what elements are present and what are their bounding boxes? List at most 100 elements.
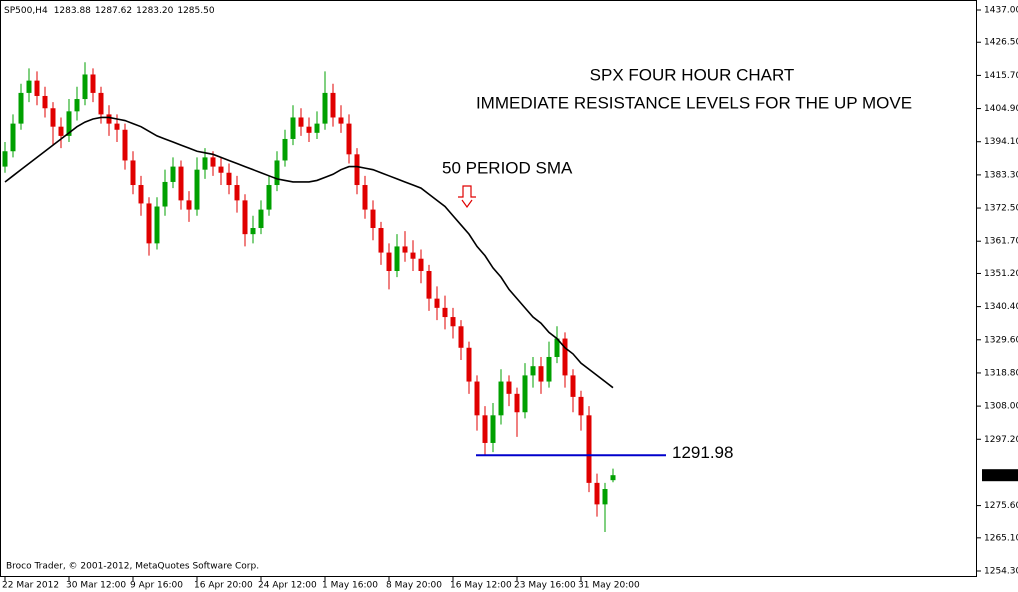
x-tick-label: 16 Apr 20:00	[194, 581, 253, 591]
candle-body	[178, 166, 184, 201]
x-tick-label: 31 May 20:00	[578, 581, 640, 591]
candle-body	[266, 185, 272, 210]
x-tick-label: 30 Mar 12:00	[66, 581, 126, 591]
x-tick-label: 1 May 16:00	[322, 581, 378, 591]
y-tick-label: 1318.80	[984, 368, 1018, 378]
candle-body	[322, 92, 328, 124]
last-price-label: 1285.50	[984, 471, 1018, 481]
candle-body	[450, 317, 456, 327]
candle-body	[442, 307, 448, 318]
sma-annotation: 50 PERIOD SMA	[442, 158, 573, 177]
candle-body	[330, 92, 336, 118]
candle-body	[122, 129, 128, 161]
candle-body	[410, 252, 416, 259]
candle-body	[538, 366, 544, 382]
candle-body	[162, 181, 168, 207]
candle-body	[362, 185, 368, 210]
candle-body	[346, 123, 352, 155]
candle-body	[426, 271, 432, 299]
candle-body	[482, 415, 488, 443]
x-tick-label: 8 May 20:00	[386, 581, 442, 591]
x-tick-label: 16 May 12:00	[450, 581, 512, 591]
candle-body	[74, 99, 80, 112]
candle-body	[434, 298, 440, 308]
candle-body	[194, 169, 200, 210]
candle-body	[250, 228, 256, 235]
candle-body	[594, 482, 600, 505]
candle-body	[554, 338, 560, 357]
candle-body	[610, 475, 616, 481]
candle-body	[354, 154, 360, 186]
header-open: 1283.88	[54, 6, 91, 16]
y-tick-label: 1308.00	[984, 402, 1018, 412]
candle-body	[306, 126, 312, 133]
y-tick-label: 1415.70	[984, 71, 1018, 81]
candle-body	[258, 209, 264, 229]
candle-body	[34, 80, 40, 96]
candle-body	[490, 415, 496, 443]
candle-body	[578, 396, 584, 416]
candle-body	[226, 172, 232, 186]
candle-body	[26, 80, 32, 93]
candle-body	[498, 381, 504, 416]
candle-body	[282, 138, 288, 161]
y-tick-label: 1297.20	[984, 435, 1018, 445]
candle-body	[130, 160, 136, 186]
candle-body	[546, 356, 552, 382]
candle-body	[298, 117, 304, 127]
footer: Broco Trader, © 2001-2012, MetaQuotes So…	[6, 562, 259, 572]
candle-body	[338, 117, 344, 124]
candle-body	[106, 114, 112, 124]
y-tick-label: 1340.40	[984, 302, 1018, 312]
candle-body	[50, 108, 56, 127]
candle-body	[522, 375, 528, 413]
candle-body	[506, 381, 512, 394]
candle-body	[290, 117, 296, 139]
y-tick-label: 1426.50	[984, 38, 1018, 48]
chart-subtitle: IMMEDIATE RESISTANCE LEVELS FOR THE UP M…	[476, 93, 912, 112]
candle-body	[18, 92, 24, 124]
candle-body	[218, 166, 224, 173]
y-tick-label: 1383.30	[984, 170, 1018, 180]
candle-body	[146, 203, 152, 244]
candle-body	[386, 252, 392, 272]
chart-title: SPX FOUR HOUR CHART	[590, 65, 795, 84]
header-close: 1285.50	[177, 6, 214, 16]
candle-body	[586, 415, 592, 483]
candle-body	[530, 366, 536, 376]
y-tick-label: 1394.10	[984, 137, 1018, 147]
candle-body	[234, 185, 240, 201]
candle-body	[170, 166, 176, 182]
candle-body	[2, 151, 8, 167]
candle-body	[378, 228, 384, 253]
candle-body	[202, 157, 208, 170]
symbol: SP500,H4	[4, 6, 48, 16]
sma-line	[4, 116, 614, 389]
candle-body	[402, 246, 408, 253]
y-tick-label: 1372.50	[984, 204, 1018, 214]
candle-body	[562, 338, 568, 376]
candle-body	[602, 489, 608, 505]
candle-body	[82, 74, 88, 100]
candle-body	[90, 74, 96, 93]
y-tick-label: 1265.10	[984, 533, 1018, 543]
level-label: 1291.98	[672, 443, 733, 462]
candle-body	[138, 185, 144, 204]
candle-body	[98, 92, 104, 115]
candle-body	[154, 206, 160, 244]
candle-body	[58, 126, 64, 136]
header-high: 1287.62	[95, 6, 132, 16]
candle-body	[474, 381, 480, 416]
candle-body	[466, 347, 472, 382]
y-tick-label: 1437.00	[984, 6, 1018, 16]
candle-body	[458, 326, 464, 348]
candle-body	[66, 111, 72, 136]
candle-body	[242, 200, 248, 235]
y-tick-label: 1329.60	[984, 335, 1018, 345]
candle-body	[418, 258, 424, 272]
candle-body	[210, 157, 216, 167]
candle-body	[114, 123, 120, 130]
y-tick-label: 1275.60	[984, 501, 1018, 511]
y-tick-label: 1404.90	[984, 104, 1018, 114]
candle-body	[570, 375, 576, 397]
